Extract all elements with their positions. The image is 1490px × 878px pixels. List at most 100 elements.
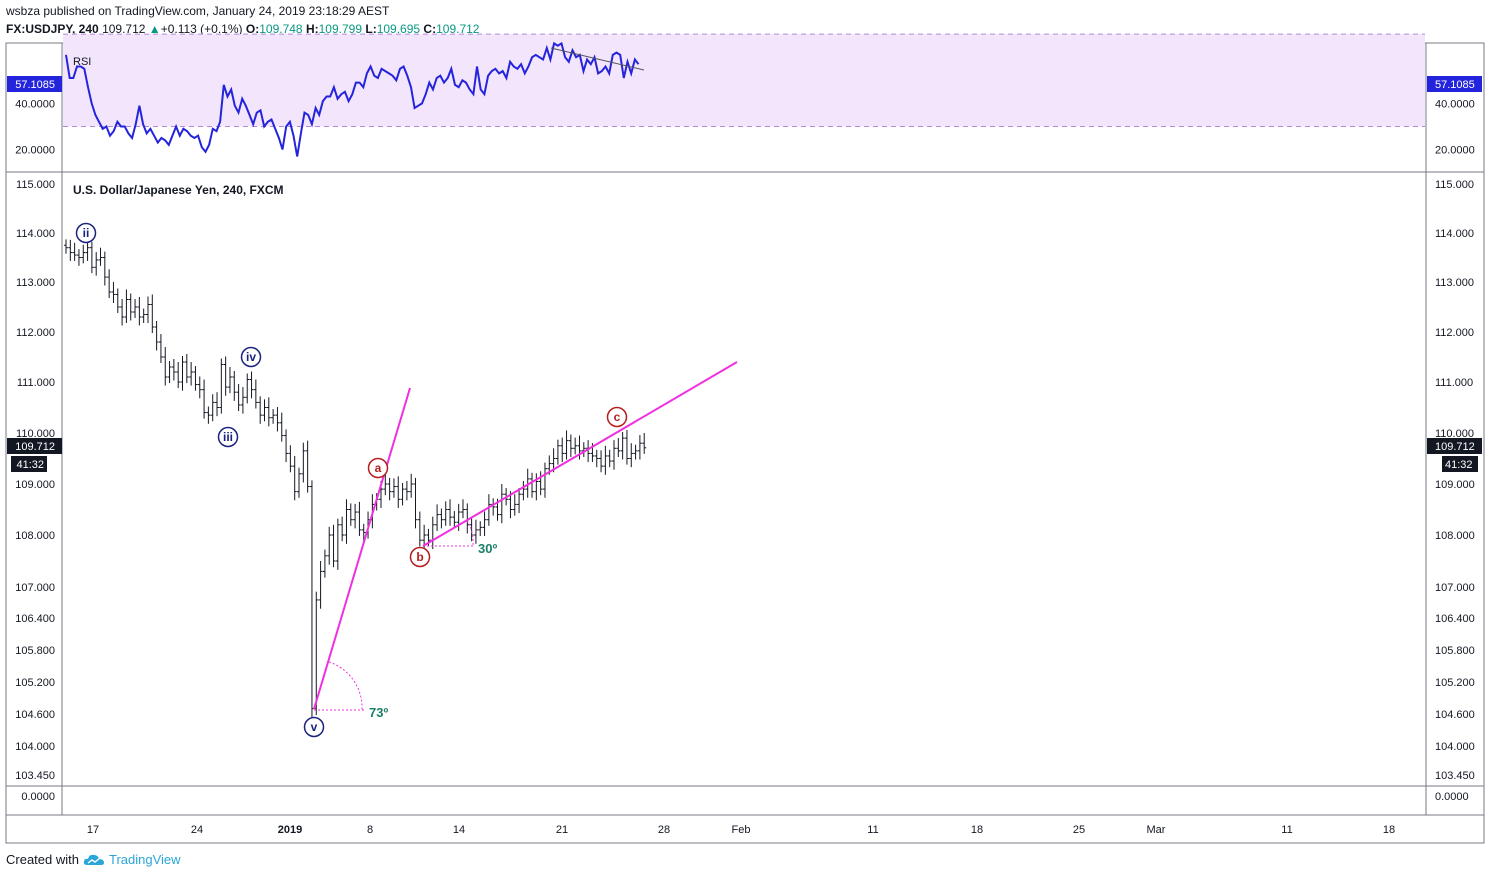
price-bar bbox=[227, 367, 232, 394]
wave-label-b[interactable]: b bbox=[409, 546, 431, 568]
price-bar bbox=[396, 476, 401, 508]
price-bar bbox=[232, 371, 237, 401]
price-bar bbox=[344, 499, 349, 544]
price-bar bbox=[154, 321, 159, 351]
price-bar bbox=[391, 478, 396, 498]
price-bar bbox=[551, 448, 556, 473]
price-ytick-right: 112.000 bbox=[1435, 327, 1474, 339]
wave-label-iv[interactable]: iv bbox=[240, 346, 262, 368]
price-bar bbox=[197, 376, 202, 399]
trendline-correction[interactable] bbox=[422, 361, 738, 547]
price-bar bbox=[249, 371, 254, 399]
price-bar bbox=[223, 356, 228, 396]
price-ytick-right: 109.000 bbox=[1435, 479, 1475, 491]
price-bar bbox=[517, 488, 522, 514]
svg-text:iii: iii bbox=[223, 430, 233, 444]
tradingview-brand[interactable]: TradingView bbox=[108, 852, 181, 867]
rsi-value-badge-left bbox=[7, 76, 62, 92]
price-bar bbox=[577, 435, 582, 460]
wave-label-iii[interactable]: iii bbox=[217, 426, 239, 448]
time-axis[interactable]: 17 24 2019 8 14 21 28 Feb 11 18 25 Mar 11 18 bbox=[87, 824, 1395, 836]
time-tick: 11 bbox=[1281, 824, 1292, 836]
price-bar bbox=[404, 480, 409, 501]
price-bar bbox=[176, 362, 181, 389]
price-bar bbox=[193, 366, 198, 391]
price-bar bbox=[128, 293, 133, 321]
price-ytick-left: 109.000 bbox=[15, 479, 55, 491]
time-tick: 8 bbox=[367, 824, 373, 836]
price-bar bbox=[81, 244, 86, 264]
price-bar bbox=[305, 440, 310, 493]
wave-label-a[interactable]: a bbox=[367, 457, 389, 479]
price-bar bbox=[599, 450, 604, 473]
price-ytick-right: 106.400 bbox=[1435, 613, 1475, 625]
wave-label-ii[interactable]: ii bbox=[75, 222, 97, 244]
price-bar bbox=[145, 296, 150, 323]
price-bar bbox=[486, 494, 491, 526]
rsi-ytick-right: 20.0000 bbox=[1435, 145, 1475, 157]
price-bar bbox=[111, 282, 116, 303]
price-bar bbox=[607, 449, 612, 468]
current-price-badge-right bbox=[1427, 438, 1482, 454]
svg-text:iv: iv bbox=[246, 350, 256, 364]
price-ytick-left: 104.600 bbox=[15, 709, 55, 721]
price-ytick-right: 110.000 bbox=[1435, 428, 1474, 440]
time-tick: 24 bbox=[191, 824, 203, 836]
rsi-band bbox=[63, 34, 1425, 127]
price-bar bbox=[335, 518, 340, 570]
time-tick: Feb bbox=[732, 824, 751, 836]
price-bar bbox=[180, 356, 185, 391]
price-bar bbox=[68, 239, 73, 261]
price-ytick-right: 107.000 bbox=[1435, 582, 1475, 594]
price-title: U.S. Dollar/Japanese Yen, 240, FXCM bbox=[73, 183, 284, 197]
price-bar bbox=[460, 499, 465, 519]
svg-text:ii: ii bbox=[83, 226, 90, 240]
price-bar bbox=[102, 251, 107, 286]
price-bar bbox=[348, 503, 353, 526]
price-bar bbox=[443, 501, 448, 526]
price-bar bbox=[210, 394, 215, 422]
time-tick: 18 bbox=[971, 824, 983, 836]
created-with-label: Created with bbox=[6, 852, 79, 867]
price-bar bbox=[538, 471, 543, 496]
price-bar bbox=[76, 249, 81, 266]
price-bar bbox=[163, 347, 168, 386]
trendline-impulse[interactable] bbox=[313, 387, 411, 710]
rsi-value-left: 57.1085 bbox=[15, 79, 55, 91]
price-bar bbox=[202, 379, 207, 419]
rsi-pane: RSI 40.0000 40.0000 20.0000 20.0000 57.1085 57… bbox=[7, 33, 1482, 157]
wave-label-c[interactable]: c bbox=[606, 406, 628, 428]
price-bar bbox=[288, 445, 293, 473]
price-bar bbox=[301, 442, 306, 483]
wave-label-v[interactable]: v bbox=[303, 716, 325, 738]
price-bar bbox=[469, 516, 474, 542]
rsi-title: RSI bbox=[73, 56, 91, 68]
price-bar bbox=[568, 434, 573, 457]
countdown-right: 41:32 bbox=[1445, 459, 1473, 471]
time-tick: 21 bbox=[556, 824, 568, 836]
ohlc-legend: FX:USDJPY, 240 109.712 ▲+0.113 (+0.1%) O… bbox=[6, 22, 479, 36]
price-bar bbox=[262, 399, 267, 422]
price-bar bbox=[327, 526, 332, 565]
price-ytick-right: 104.600 bbox=[1435, 709, 1475, 721]
price-bar bbox=[564, 430, 569, 460]
price-bar bbox=[430, 516, 435, 550]
price-bar bbox=[133, 299, 138, 318]
price-bar bbox=[331, 524, 336, 568]
time-tick: 14 bbox=[453, 824, 465, 836]
price-bar bbox=[512, 494, 517, 516]
price-bar bbox=[581, 442, 586, 457]
author-name[interactable]: wsbza bbox=[6, 4, 41, 18]
price-bar bbox=[387, 477, 392, 501]
price-bar bbox=[383, 473, 388, 496]
price-bar bbox=[478, 521, 483, 537]
current-price-left: 109.712 bbox=[15, 441, 55, 453]
price-bar bbox=[89, 241, 94, 274]
price-bar bbox=[120, 299, 125, 326]
price-bar bbox=[353, 503, 358, 529]
time-tick: Mar bbox=[1147, 824, 1166, 836]
price-bar bbox=[573, 437, 578, 455]
close-label: C: bbox=[423, 22, 437, 36]
